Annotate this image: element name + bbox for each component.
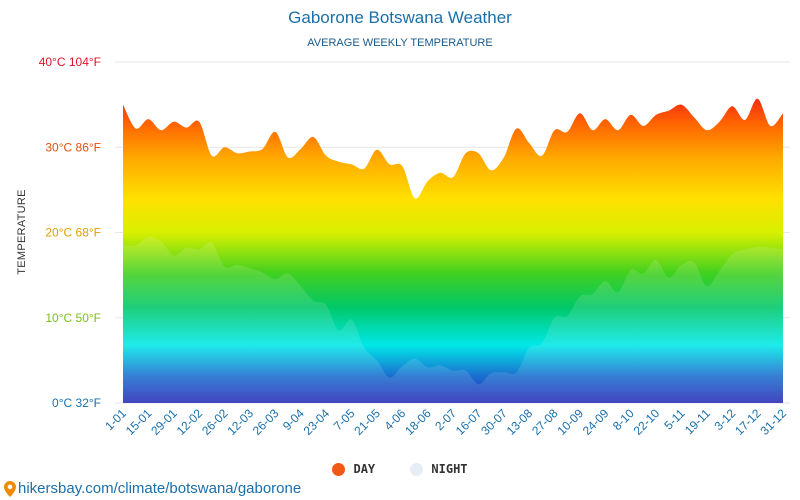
legend-day-label: DAY: [353, 462, 376, 476]
x-tick-label: 19-11: [682, 406, 713, 437]
map-pin-icon: [4, 480, 16, 497]
night-legend-dot: [410, 462, 424, 476]
legend-item-night[interactable]: NIGHT: [410, 462, 468, 476]
x-tick-label: 18-06: [402, 406, 434, 438]
x-tick-label: 31-12: [758, 406, 790, 438]
y-axis-label: TEMPERATURE: [16, 189, 28, 275]
x-tick-label: 10-09: [554, 406, 586, 438]
y-tick-label: 0°C 32°F: [52, 396, 101, 410]
x-tick-label: 29-01: [148, 406, 180, 438]
x-tick-label: 12-03: [224, 406, 256, 438]
x-tick-label: 27-08: [529, 406, 561, 438]
legend-night-label: NIGHT: [431, 462, 468, 476]
y-tick-label: 10°C 50°F: [45, 311, 101, 325]
source-link[interactable]: hikersbay.com/climate/botswana/gaborone: [18, 480, 302, 497]
x-tick-label: 24-09: [580, 406, 612, 438]
x-tick-label: 15-01: [123, 406, 155, 438]
x-tick-label: 13-08: [504, 406, 536, 438]
x-tick-label: 23-04: [301, 406, 333, 438]
y-tick-label: 40°C 104°F: [39, 55, 101, 69]
x-tick-label: 30-07: [478, 406, 510, 438]
night-temperature-area: [123, 236, 783, 403]
x-tick-label: 12-02: [174, 406, 206, 438]
x-axis-ticks: 1-0115-0129-0112-0226-0212-0326-039-0423…: [102, 406, 789, 438]
x-tick-label: 26-03: [250, 406, 282, 438]
x-tick-label: 17-12: [732, 406, 764, 438]
day-legend-dot: [332, 462, 346, 476]
day-temperature-area: [123, 98, 783, 403]
x-tick-label: 22-10: [631, 406, 663, 438]
source-footer[interactable]: hikersbay.com/climate/botswana/gaborone: [4, 480, 301, 497]
x-tick-label: 26-02: [199, 406, 231, 438]
legend-item-day[interactable]: DAY: [332, 462, 375, 476]
y-tick-label: 30°C 86°F: [45, 140, 101, 154]
chart-legend: DAY NIGHT: [0, 462, 800, 479]
x-tick-label: 21-05: [351, 406, 383, 438]
chart-title: Gaborone Botswana Weather: [288, 8, 512, 27]
y-tick-label: 20°C 68°F: [45, 226, 101, 240]
chart-subtitle: AVERAGE WEEKLY TEMPERATURE: [307, 37, 492, 49]
y-axis-ticks: 0°C 32°F 10°C 50°F 20°C 68°F 30°C 86°F 40°C …: [39, 55, 101, 410]
x-tick-label: 16-07: [453, 406, 485, 438]
